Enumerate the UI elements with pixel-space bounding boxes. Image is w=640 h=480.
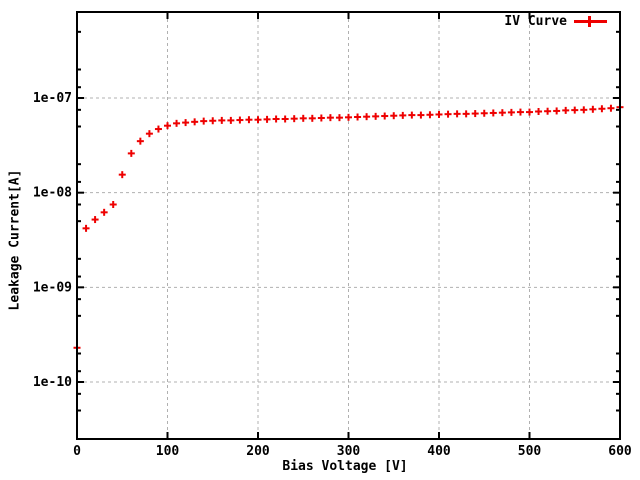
- x-tick-label: 200: [246, 444, 270, 459]
- x-tick-label: 400: [427, 444, 451, 459]
- legend-label: IV Curve: [504, 14, 567, 29]
- x-tick-label: 300: [337, 444, 361, 459]
- y-tick-label: 1e-07: [33, 91, 72, 106]
- plot-border: [76, 11, 621, 440]
- y-tick-label: 1e-08: [33, 186, 72, 201]
- x-tick-label: 500: [518, 444, 542, 459]
- legend-plus-marker-icon: [588, 16, 591, 27]
- y-tick-label: 1e-09: [33, 280, 72, 295]
- x-axis-title: Bias Voltage [V]: [282, 459, 408, 474]
- y-tick-label: 1e-10: [33, 375, 72, 390]
- y-axis-title: Leakage Current[A]: [7, 169, 23, 311]
- x-tick-label: 0: [73, 444, 81, 459]
- x-tick-label: 100: [156, 444, 180, 459]
- x-tick-label: 600: [608, 444, 632, 459]
